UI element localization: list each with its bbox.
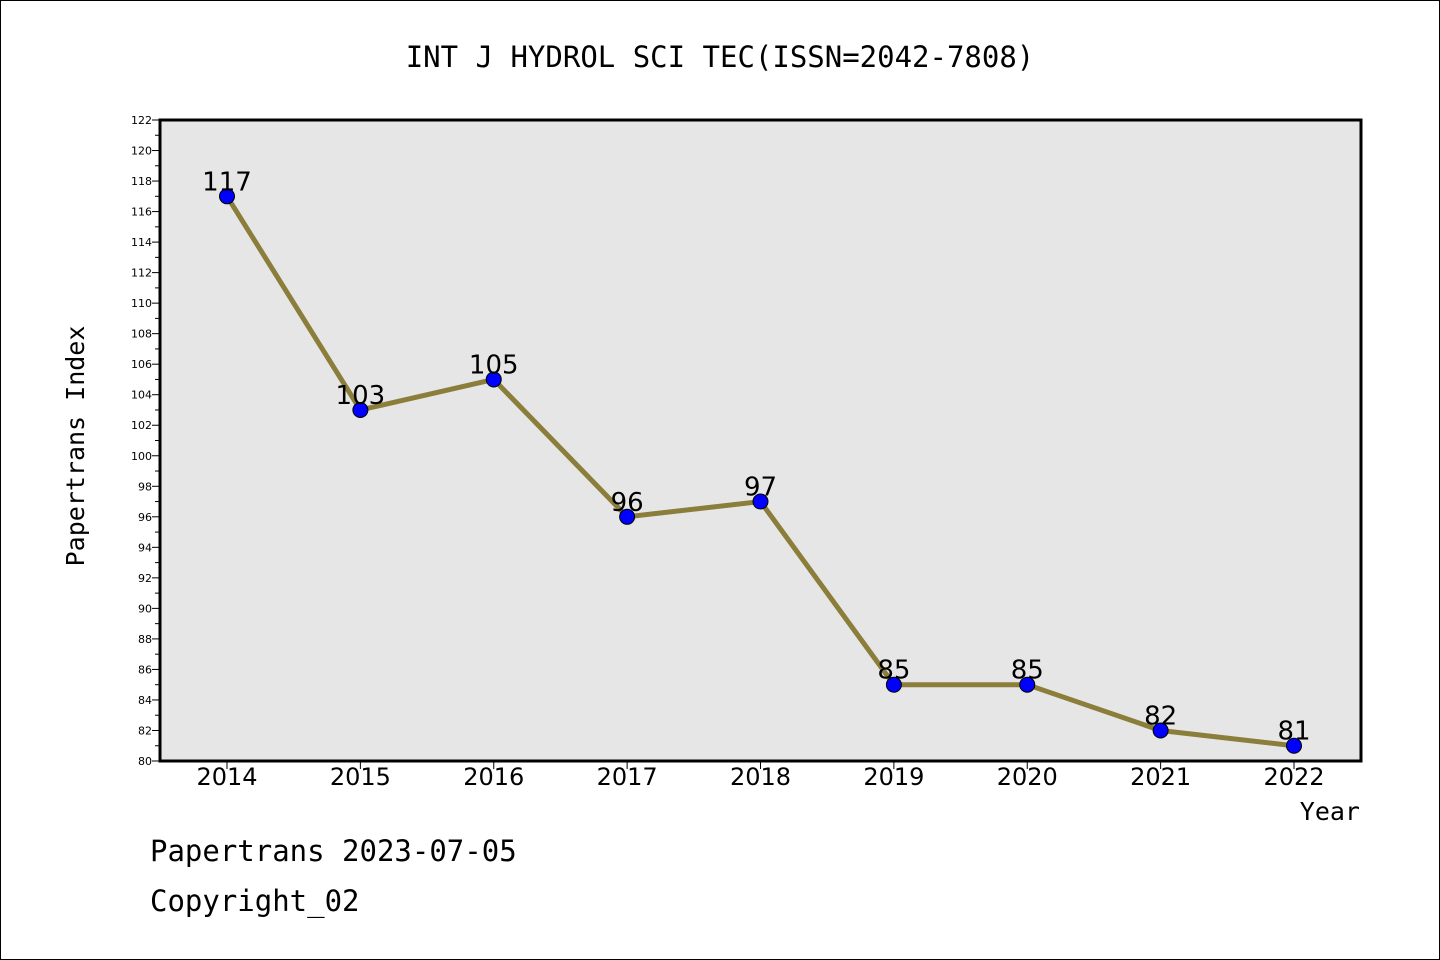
data-point: [1286, 737, 1302, 754]
y-tick-label: 116: [131, 206, 152, 219]
x-axis-label: Year: [1300, 797, 1360, 826]
y-tick-label: 96: [138, 511, 152, 524]
y-tick-label: 108: [131, 328, 152, 341]
data-label: 117: [202, 167, 252, 197]
x-tick-label: 2022: [1263, 763, 1324, 791]
data-point: [352, 401, 369, 418]
data-label: 85: [1011, 656, 1044, 686]
chart-title: INT J HYDROL SCI TEC(ISSN=2042-7808): [406, 40, 1035, 74]
x-tick-label: 2017: [597, 763, 658, 791]
x-tick-label: 2015: [330, 763, 391, 791]
data-point: [1019, 676, 1036, 693]
y-tick-label: 94: [138, 541, 152, 554]
data-point: [885, 676, 902, 693]
y-tick-label: 104: [131, 389, 152, 402]
y-tick-label: 82: [138, 724, 152, 737]
x-tick-label: 2019: [863, 763, 924, 791]
data-label: 96: [611, 488, 644, 518]
data-label: 105: [469, 350, 519, 380]
y-tick-label: 100: [131, 450, 152, 463]
x-tick-label: 2018: [730, 763, 791, 791]
x-tick-label: 2020: [997, 763, 1058, 791]
x-tick-label: 2021: [1130, 763, 1191, 791]
x-axis-ticks: 2014 2015 2016 2017 2018 2019 2020 2021 2022: [196, 761, 1325, 791]
y-tick-label: 88: [138, 633, 152, 646]
x-tick-label: 2014: [196, 763, 257, 791]
data-point: [619, 508, 636, 525]
y-tick-label: 84: [138, 694, 152, 707]
y-tick-label: 106: [131, 358, 152, 371]
data-point: [485, 371, 502, 388]
y-tick-label: 122: [131, 114, 152, 127]
y-tick-label: 86: [138, 663, 152, 676]
y-tick-label: 112: [131, 267, 152, 280]
y-tick-label: 118: [131, 175, 152, 188]
data-point: [1152, 722, 1169, 739]
x-tick-label: 2016: [463, 763, 524, 791]
y-axis-ticks: 80 82 84 86 88 90 92 94 96 98 100 102 104 106 108 110 11…: [131, 114, 160, 768]
data-label: 103: [336, 381, 386, 411]
data-label: 81: [1277, 717, 1310, 747]
y-tick-label: 114: [131, 236, 152, 249]
data-label: 85: [877, 656, 910, 686]
y-tick-label: 92: [138, 572, 152, 585]
series-layer: 117 103 105 96 97 85 85 82 81: [202, 167, 1311, 754]
plot-area: [158, 118, 1363, 763]
y-axis-label: Papertrans Index: [61, 326, 90, 567]
y-tick-label: 110: [131, 297, 152, 310]
y-tick-label: 120: [131, 145, 152, 158]
data-label: 82: [1144, 701, 1177, 731]
footer-copyright: Copyright_02: [150, 884, 360, 918]
y-tick-label: 80: [138, 755, 152, 768]
data-point: [752, 493, 769, 510]
footer-date: Papertrans 2023-07-05: [150, 834, 517, 868]
y-tick-label: 90: [138, 602, 152, 615]
y-tick-label: 98: [138, 480, 152, 493]
data-point: [219, 188, 235, 205]
y-tick-label: 102: [131, 419, 152, 432]
data-label: 97: [744, 473, 777, 503]
